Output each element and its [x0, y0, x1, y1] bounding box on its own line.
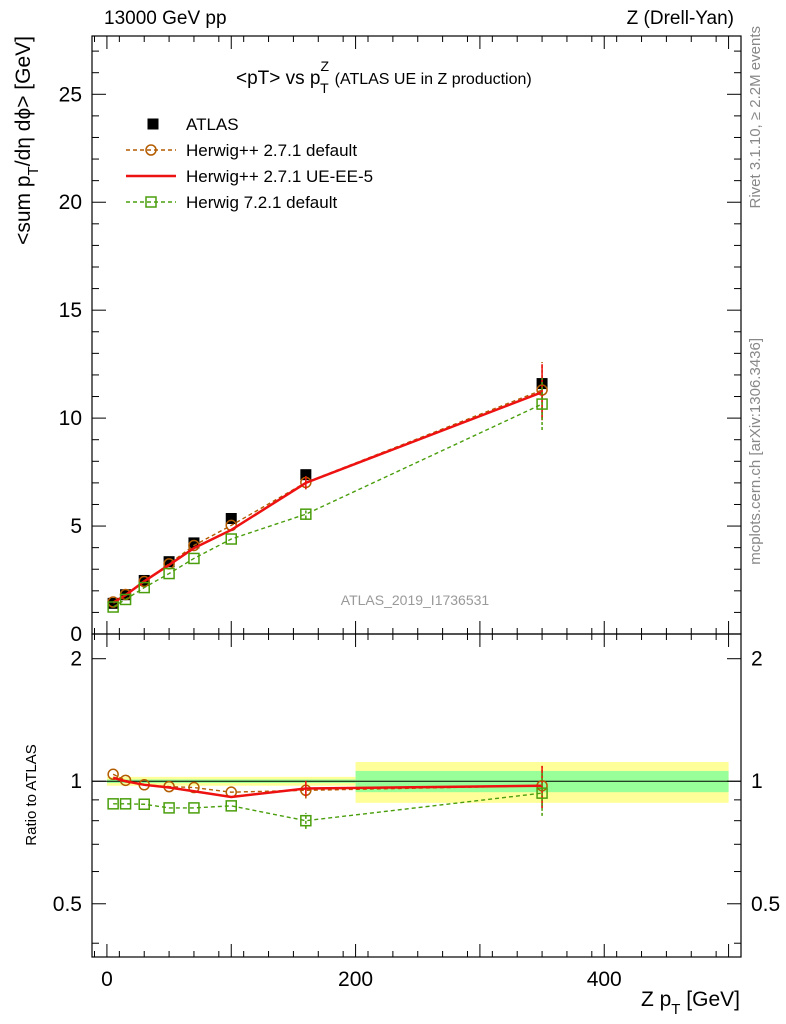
- header-left: 13000 GeV pp: [104, 8, 227, 29]
- point-atlas: [188, 537, 200, 549]
- ratio-point-herwig-7-2-1-default: [225, 800, 237, 812]
- ratio-point-herwig-7-2-1-default: [536, 787, 548, 799]
- y-tick-label: 5: [70, 515, 82, 538]
- ratio-point-herwig-2-7-1-default: [107, 768, 119, 781]
- ratio-line-herwig-2-7-1-ue-ee-5: [112, 776, 543, 799]
- y-axis-label: <sum pT/dη dϕ> [GeV]: [12, 36, 42, 245]
- point-herwig-7-2-1-default: [107, 601, 119, 613]
- point-atlas: [163, 556, 175, 568]
- legend-marker-herwig-2-7-1-default: [145, 144, 157, 156]
- ratio-tick-label: 0.5: [53, 893, 82, 916]
- y-tick-label: 25: [59, 83, 82, 106]
- point-herwig-7-2-1-default: [188, 552, 200, 565]
- y-tick-label: 20: [59, 191, 82, 214]
- point-atlas: [300, 469, 312, 481]
- x-tick-label: 200: [338, 968, 373, 991]
- point-herwig-2-7-1-default: [138, 575, 150, 588]
- legend-marker-atlas: [147, 118, 159, 130]
- x-tick-label: 0: [101, 968, 113, 991]
- point-atlas: [225, 513, 237, 525]
- ratio-tick-label: 1: [70, 770, 82, 793]
- point-atlas: [107, 597, 119, 609]
- legend-label-atlas: ATLAS: [186, 115, 239, 134]
- bottom-panel-frame: [91, 633, 742, 958]
- header-right: Z (Drell-Yan): [626, 8, 734, 29]
- ratio-point-herwig-7-2-1-default: [163, 802, 175, 814]
- point-herwig-7-2-1-default: [138, 581, 150, 594]
- series-line-herwig-7-2-1-default: [112, 403, 543, 608]
- watermark: ATLAS_2019_I1736531: [341, 592, 490, 608]
- x-axis-label: Z pT [GeV]: [641, 988, 740, 1018]
- point-herwig-7-2-1-default: [300, 508, 312, 520]
- y-tick-label: 0: [70, 623, 82, 646]
- ratio-point-herwig-2-7-1-default: [188, 781, 200, 794]
- y-tick-label: 10: [59, 407, 82, 430]
- ratio-tick-label-right: 1: [751, 770, 763, 793]
- ratio-point-herwig-7-2-1-default: [300, 814, 312, 827]
- y-tick-label: 15: [59, 299, 82, 322]
- ratio-point-herwig-7-2-1-default: [107, 798, 119, 810]
- ratio-point-herwig-7-2-1-default: [188, 802, 200, 814]
- legend-label-herwig-2-7-1-default: Herwig++ 2.7.1 default: [186, 141, 357, 160]
- point-herwig-7-2-1-default: [536, 398, 548, 410]
- legend-marker-herwig-7-2-1-default: [145, 196, 157, 208]
- ratio-tick-label: 2: [70, 648, 82, 671]
- x-tick-label: 400: [587, 968, 622, 991]
- ratio-line-herwig-7-2-1-default: [113, 792, 543, 822]
- series-line-herwig-2-7-1-ue-ee-5: [112, 391, 543, 604]
- point-herwig-7-2-1-default: [163, 567, 175, 580]
- legend-label-herwig-7-2-1-default: Herwig 7.2.1 default: [186, 193, 337, 212]
- ratio-tick-label-right: 0.5: [751, 893, 780, 916]
- ratio-point-herwig-7-2-1-default: [138, 798, 150, 810]
- legend-label-herwig-2-7-1-ue-ee-5: Herwig++ 2.7.1 UE-EE-5: [186, 167, 373, 186]
- ratio-axis-label: Ratio to ATLAS: [23, 744, 40, 845]
- point-herwig-7-2-1-default: [225, 533, 237, 545]
- ratio-point-herwig-7-2-1-default: [119, 798, 132, 810]
- ratio-tick-label-right: 2: [751, 648, 763, 671]
- series-line-herwig-2-7-1-default: [112, 389, 543, 603]
- point-herwig-7-2-1-default: [119, 593, 132, 606]
- plot-title: <pT> vs pZ T (ATLAS UE in Z production): [236, 58, 532, 96]
